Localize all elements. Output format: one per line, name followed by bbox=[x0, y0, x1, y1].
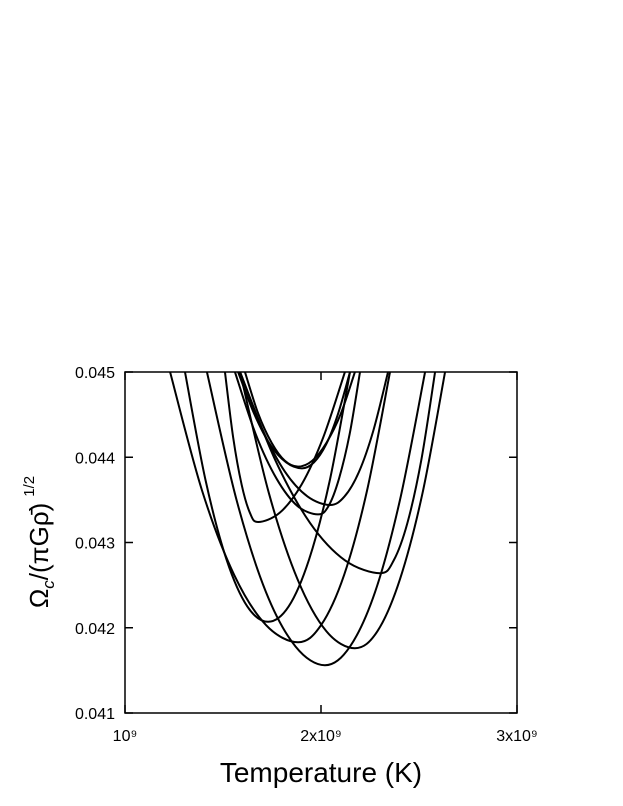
y-tick-label: 0.042 bbox=[75, 621, 115, 638]
x-tick-label: 10⁹ bbox=[113, 728, 138, 745]
curve bbox=[205, 372, 427, 667]
x-tick-label: 3x10⁹ bbox=[496, 728, 538, 745]
curve bbox=[183, 372, 351, 623]
y-label-symbol: Ω bbox=[24, 589, 54, 608]
curve bbox=[237, 372, 351, 470]
y-label-sup: 1/2 bbox=[21, 476, 38, 497]
curves bbox=[169, 372, 447, 667]
curve bbox=[243, 372, 356, 468]
y-tick-label: 0.041 bbox=[75, 706, 115, 723]
y-tick-label: 0.045 bbox=[75, 365, 115, 382]
x-axis-label: Temperature (K) bbox=[220, 757, 422, 788]
curve bbox=[239, 372, 437, 575]
curve bbox=[239, 372, 447, 650]
y-axis-label: Ωc/(πGρ̄) 1/2 bbox=[21, 476, 58, 608]
curve bbox=[234, 372, 361, 516]
y-tick-label: 0.043 bbox=[75, 536, 115, 553]
x-tick-label: 2x10⁹ bbox=[300, 728, 342, 745]
y-label-rest: /(πGρ̄) bbox=[24, 503, 54, 581]
curve bbox=[239, 372, 390, 506]
curve bbox=[223, 372, 346, 524]
y-tick-label: 0.044 bbox=[75, 450, 115, 467]
y-label-sub: c bbox=[39, 580, 58, 589]
curve bbox=[169, 372, 391, 644]
